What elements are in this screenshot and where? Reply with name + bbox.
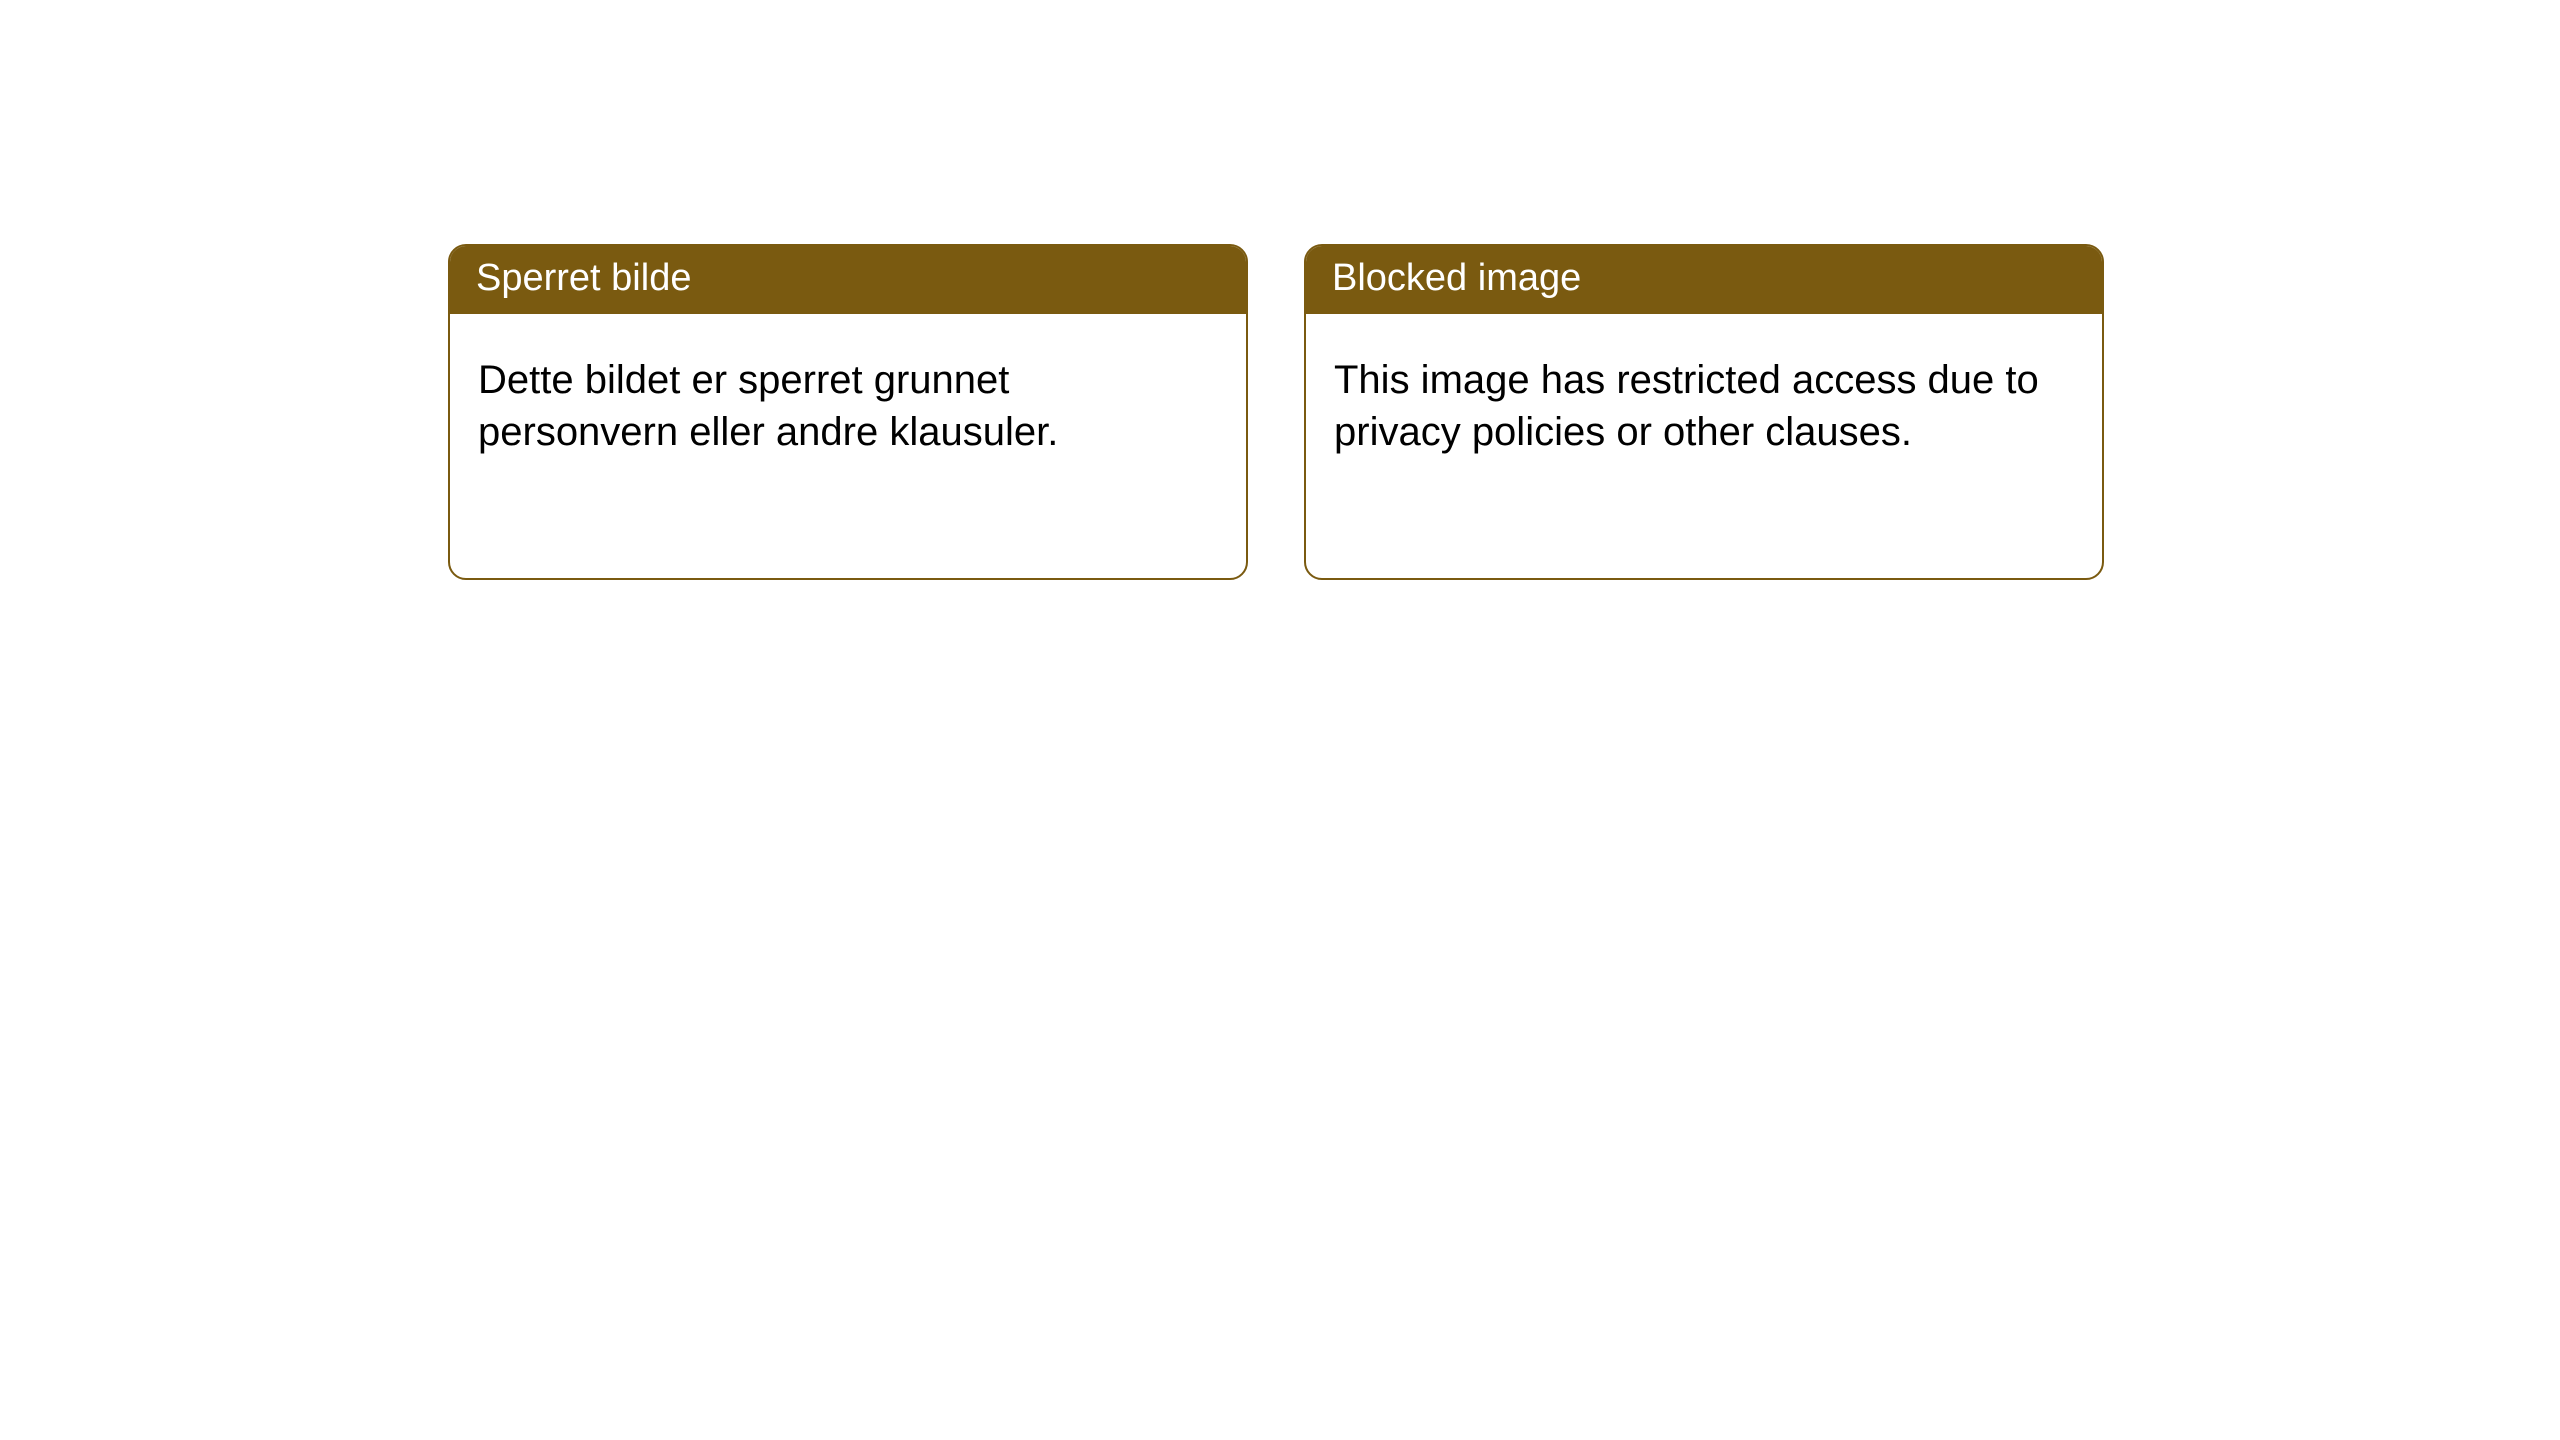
notice-body-no: Dette bildet er sperret grunnet personve… — [450, 314, 1246, 486]
notice-card-no: Sperret bilde Dette bildet er sperret gr… — [448, 244, 1248, 580]
notice-title-en: Blocked image — [1306, 246, 2102, 314]
notice-card-en: Blocked image This image has restricted … — [1304, 244, 2104, 580]
notice-container: Sperret bilde Dette bildet er sperret gr… — [0, 0, 2560, 580]
notice-title-no: Sperret bilde — [450, 246, 1246, 314]
notice-body-en: This image has restricted access due to … — [1306, 314, 2102, 486]
